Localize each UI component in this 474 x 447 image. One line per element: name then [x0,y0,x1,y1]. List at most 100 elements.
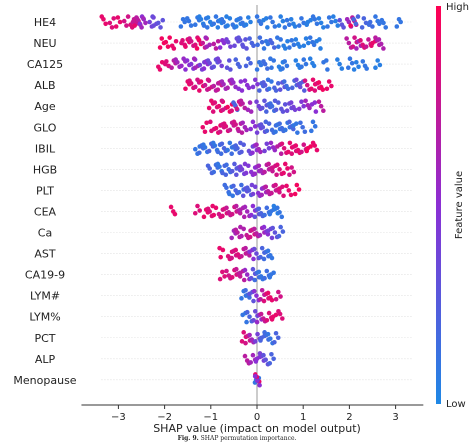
shap-point [188,61,194,67]
shap-point [217,245,222,251]
shap-point [169,65,174,70]
shap-point [226,58,232,63]
feature-label: AST [34,248,56,261]
shap-point [197,208,203,213]
shap-point [234,266,239,272]
shap-point [381,46,386,51]
shap-point [109,25,115,30]
shap-point [217,276,223,282]
shap-point [213,46,219,51]
shap-point [276,289,281,295]
shap-point [299,64,304,70]
shap-point [252,309,258,314]
x-tick-label: −3 [111,412,126,423]
shap-point [255,42,260,48]
shap-point [237,38,243,43]
shap-point [245,107,251,113]
shap-point [229,168,235,174]
shap-point [244,319,249,325]
shap-point [301,103,306,109]
shap-point [115,15,121,20]
shap-point [229,235,234,241]
shap-point [296,106,302,112]
shap-point [254,99,259,104]
figure-caption-label: Fig. 9. [177,435,199,442]
shap-point [135,17,141,23]
shap-point [195,203,200,209]
shap-point [201,66,207,71]
shap-point [262,169,267,175]
shap-point [318,46,323,51]
shap-point [266,161,271,167]
shap-point [309,86,314,92]
shap-point [287,119,292,125]
shap-point [280,316,285,321]
shap-point [255,81,260,87]
shap-point [249,182,255,188]
shap-point [254,142,259,147]
shap-point [260,124,266,130]
shap-point [337,17,342,23]
shap-point [229,211,235,217]
shap-point [206,105,212,111]
shap-point [217,164,222,169]
shap-point [289,38,294,43]
shap-point [278,294,283,299]
shap-point [244,309,250,315]
shap-point [251,318,256,323]
shap-point [302,88,307,93]
shap-point [312,100,318,105]
shap-point [254,130,260,135]
shap-point [200,124,206,130]
shap-point [247,295,252,300]
shap-point [316,80,322,85]
shap-point [246,15,251,20]
shap-point [215,149,221,155]
shap-point [111,16,116,21]
shap-point [202,129,208,135]
feature-label: HE4 [34,16,56,29]
shap-point [282,46,288,51]
shap-point [225,147,230,153]
shap-point [304,82,310,88]
shap-point [234,24,239,29]
shap-point [179,40,184,46]
shap-point [272,24,278,29]
shap-point [235,230,240,235]
shap-point [188,23,194,28]
shap-point [309,128,314,134]
shap-point [240,120,245,126]
shap-point [227,191,232,197]
feature-label: PCT [34,332,55,345]
shap-point [352,35,357,40]
shap-point [232,161,237,167]
shap-point [241,214,247,220]
shap-point [247,234,253,240]
shap-point [310,119,316,125]
shap-point [307,35,313,40]
shap-point [339,66,345,71]
shap-point [241,330,246,335]
shap-point [261,352,266,358]
shap-point [282,161,288,167]
shap-point [285,166,290,171]
shap-point [314,147,320,153]
shap-point [265,290,271,296]
shap-point [238,140,243,146]
shap-point [183,67,188,72]
shap-point [243,170,249,176]
shap-point [284,17,290,23]
shap-point [267,211,273,217]
shap-point [197,150,202,156]
shap-point [273,107,279,113]
shap-point [346,19,352,25]
shap-point [304,22,310,28]
shap-point [207,209,212,214]
shap-point [247,100,253,105]
shap-point [224,268,229,274]
shap-point [224,65,230,70]
shap-point [251,43,256,49]
shap-point [191,56,197,61]
shap-point [207,60,212,66]
shap-point [254,251,259,256]
